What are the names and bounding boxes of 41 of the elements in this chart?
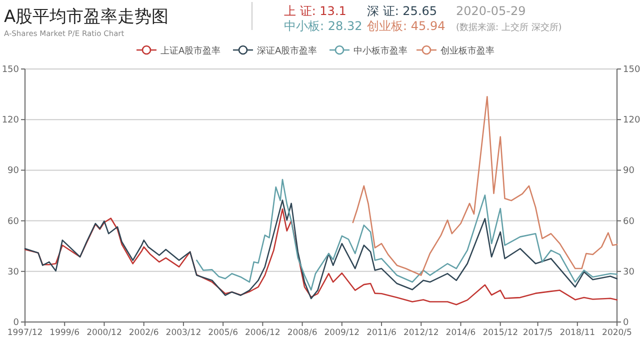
x-tick-label: 2014/6 bbox=[446, 328, 476, 337]
text: 深 证: 25.65 bbox=[367, 4, 438, 18]
x-tick-label: 2011/6 bbox=[366, 328, 396, 337]
legend-label: 创业板市盈率 bbox=[440, 46, 494, 56]
x-tick-label: 2000/12 bbox=[86, 328, 122, 337]
x-tick-label: 2002/6 bbox=[128, 328, 159, 337]
x-tick-label: 2018/11 bbox=[560, 328, 596, 337]
x-tick-label: 2020/5 bbox=[602, 328, 632, 337]
line-series bbox=[196, 178, 618, 291]
x-tick-label: 2015/12 bbox=[482, 328, 518, 337]
x-tick-label: 2005/6 bbox=[208, 328, 238, 337]
y2-tick-label: 60 bbox=[623, 216, 635, 227]
x-tick-label: 2008/6 bbox=[287, 328, 318, 337]
legend-label: 深证A股市盈率 bbox=[257, 46, 318, 56]
y-tick-label: 30 bbox=[8, 267, 20, 278]
line-series bbox=[352, 96, 618, 276]
y2-tick-label: 30 bbox=[623, 267, 635, 278]
x-tick-label: 2017/5 bbox=[522, 328, 553, 337]
legend-label: 中小板市盈率 bbox=[354, 46, 408, 56]
y-tick-label: 0 bbox=[13, 318, 20, 328]
y-tick-label: 60 bbox=[8, 216, 20, 227]
x-tick-label: 2012/12 bbox=[403, 328, 439, 337]
y-tick-label: 90 bbox=[8, 166, 20, 176]
x-tick-label: 2009/12 bbox=[324, 328, 360, 337]
text: 2020-05-29 bbox=[456, 4, 526, 18]
chart-title: A股平均市盈率走势图 bbox=[4, 7, 169, 27]
x-tick-label: 2003/12 bbox=[166, 328, 202, 337]
text: (数据来源: 上交所 深交所) bbox=[456, 22, 562, 33]
legend-label: 上证A股市盈率 bbox=[160, 46, 221, 56]
text: 创业板: 45.94 bbox=[367, 19, 446, 33]
y-tick-label: 120 bbox=[2, 116, 20, 126]
y2-tick-label: 90 bbox=[623, 166, 635, 176]
y2-tick-label: 120 bbox=[623, 116, 640, 126]
x-tick-label: 1999/6 bbox=[50, 328, 80, 337]
x-tick-label: 1997/12 bbox=[7, 328, 43, 337]
y2-tick-label: 0 bbox=[623, 318, 629, 328]
text: 上 证: 13.1 bbox=[284, 4, 346, 18]
y-tick-label: 150 bbox=[2, 65, 20, 75]
text: 中小板: 28.32 bbox=[284, 19, 362, 33]
y2-tick-label: 150 bbox=[623, 65, 640, 75]
x-tick-label: 2006/12 bbox=[245, 328, 280, 337]
